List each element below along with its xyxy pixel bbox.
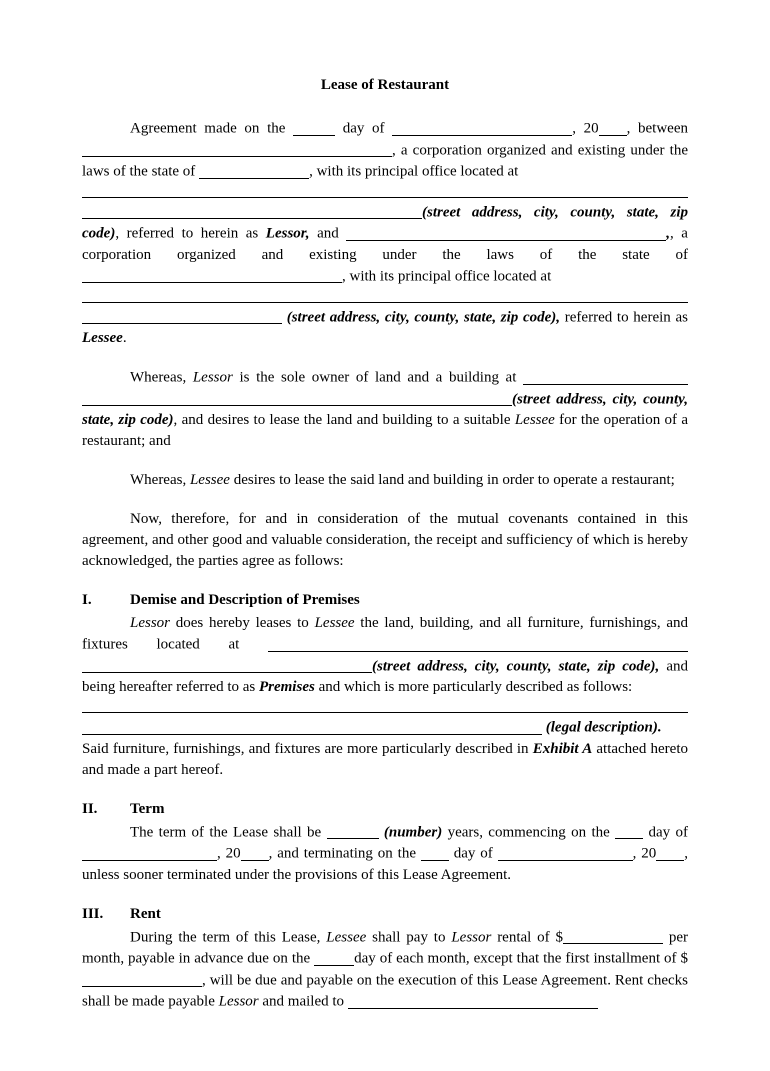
blank-legal-line2[interactable] — [82, 720, 542, 735]
lessor-label: Lessor — [193, 370, 233, 386]
blank-legal-line1[interactable] — [82, 698, 688, 713]
lessor-label: Lessor — [451, 929, 491, 945]
text: day of — [449, 846, 498, 862]
text: does hereby leases to — [170, 615, 315, 631]
text: rental of $ — [491, 929, 563, 945]
section-number: II. — [82, 799, 130, 820]
document-title: Lease of Restaurant — [82, 75, 688, 96]
text: and mailed to — [259, 994, 348, 1010]
premises-label: Premises — [259, 679, 315, 695]
text: is the sole owner of land and a building… — [233, 370, 523, 386]
text: day of — [643, 824, 688, 840]
section-heading: Rent — [130, 906, 161, 922]
blank-mail-to[interactable] — [348, 994, 598, 1009]
now-paragraph: Now, therefore, for and in consideration… — [82, 509, 688, 572]
whereas2-paragraph: Whereas, Lessee desires to lease the sai… — [82, 470, 688, 491]
text: years, commencing on the — [442, 824, 615, 840]
blank-term-years[interactable] — [327, 825, 379, 840]
text: During the term of this Lease, — [130, 929, 326, 945]
lessor-label: Lessor, — [266, 226, 310, 242]
section3-body: During the term of this Lease, Lessee sh… — [82, 927, 688, 1013]
text: Whereas, — [130, 370, 193, 386]
whereas1-paragraph: Whereas, Lessor is the sole owner of lan… — [82, 367, 688, 452]
lessor-label: Lessor — [130, 615, 170, 631]
text: , referred to herein as — [115, 226, 265, 242]
blank-state2[interactable] — [82, 269, 342, 284]
lessee-label: Lessee — [190, 472, 230, 488]
lessee-label: Lessee — [515, 412, 555, 428]
blank-premises-addr[interactable] — [268, 637, 688, 652]
lessor-label: Lessor — [219, 994, 259, 1010]
text: day of each month, except that the first… — [354, 951, 688, 967]
address-hint: (street address, city, county, state, zi… — [372, 658, 659, 674]
blank-day[interactable] — [293, 121, 335, 136]
blank-start-month[interactable] — [82, 846, 217, 861]
blank-address-cont[interactable] — [82, 205, 422, 220]
address-hint2: (street address, city, county, state, zi… — [282, 309, 560, 325]
section1-body: Lessor does hereby leases to Lessee the … — [82, 613, 688, 781]
section1-header: I.Demise and Description of Premises — [82, 590, 688, 611]
blank-building-addr2[interactable] — [82, 392, 512, 407]
section-number: III. — [82, 904, 130, 925]
text: and which is more particularly described… — [315, 679, 632, 695]
blank-address-line[interactable] — [82, 183, 688, 198]
blank-first-installment[interactable] — [82, 973, 202, 988]
text: , with its principal office located at — [342, 268, 551, 284]
text: desires to lease the said land and build… — [230, 472, 675, 488]
text: , 20 — [572, 121, 598, 137]
text: Whereas, — [130, 472, 190, 488]
text: referred to herein as — [560, 309, 688, 325]
number-label: (number) — [379, 824, 443, 840]
lessee-label: Lessee — [82, 330, 123, 346]
blank-address2-line[interactable] — [82, 287, 688, 302]
text: . — [123, 330, 127, 346]
blank-rent-amount[interactable] — [563, 930, 663, 945]
blank-party1[interactable] — [82, 143, 392, 158]
blank-address2-cont[interactable] — [82, 310, 282, 325]
section-heading: Term — [130, 801, 164, 817]
section3-header: III.Rent — [82, 904, 688, 925]
blank-end-year[interactable] — [656, 846, 684, 861]
blank-building-addr[interactable] — [523, 370, 688, 385]
legal-desc-label: (legal description). — [542, 720, 662, 736]
blank-end-month[interactable] — [498, 846, 633, 861]
blank-month[interactable] — [392, 121, 572, 136]
blank-start-year[interactable] — [241, 846, 269, 861]
section-number: I. — [82, 590, 130, 611]
intro-paragraph: Agreement made on the day of , 20 , betwe… — [82, 118, 688, 349]
blank-premises-addr2[interactable] — [82, 659, 372, 674]
text: shall pay to — [366, 929, 451, 945]
blank-year[interactable] — [599, 121, 627, 136]
section-heading: Demise and Description of Premises — [130, 592, 360, 608]
section2-body: The term of the Lease shall be (number) … — [82, 822, 688, 886]
section2-header: II.Term — [82, 799, 688, 820]
text: day of — [335, 121, 392, 137]
blank-party2[interactable] — [346, 226, 666, 241]
blank-state1[interactable] — [199, 164, 309, 179]
text: , between — [627, 121, 688, 137]
text: , 20 — [217, 846, 241, 862]
blank-start-day[interactable] — [615, 825, 643, 840]
exhibit-label: Exhibit A — [533, 741, 592, 757]
text: Agreement made on the — [130, 121, 293, 137]
text: , and terminating on the — [269, 846, 421, 862]
blank-rent-day[interactable] — [314, 951, 354, 966]
blank-end-day[interactable] — [421, 846, 449, 861]
text: , and desires to lease the land and buil… — [174, 412, 515, 428]
page-container: Lease of Restaurant Agreement made on th… — [0, 0, 770, 1071]
text: , 20 — [633, 846, 657, 862]
text: , with its principal office located at — [309, 164, 518, 180]
lessee-label: Lessee — [315, 615, 355, 631]
text: and — [310, 226, 347, 242]
text: The term of the Lease shall be — [130, 824, 327, 840]
lessee-label: Lessee — [326, 929, 366, 945]
text: Said furniture, furnishings, and fixture… — [82, 741, 533, 757]
